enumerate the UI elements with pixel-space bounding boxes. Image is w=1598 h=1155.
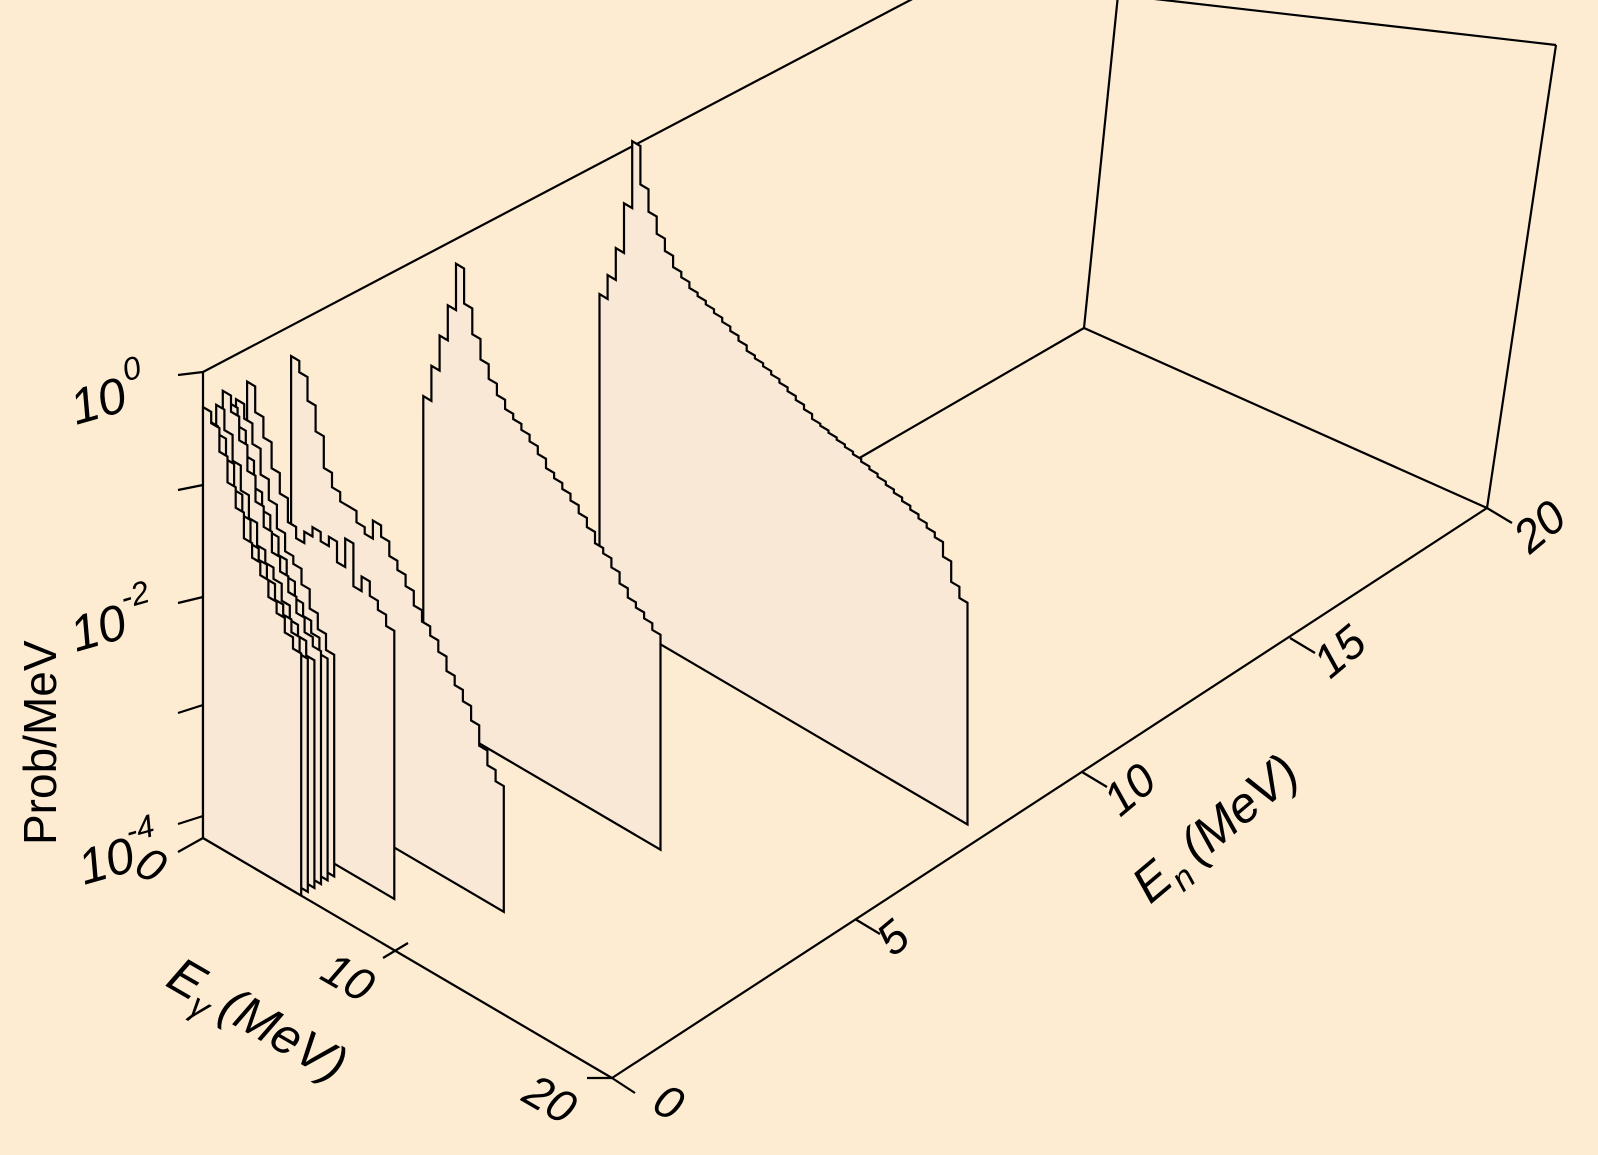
y-minor-tick bbox=[177, 483, 204, 492]
histogram-series-8 bbox=[422, 261, 662, 852]
box-edge-top-left bbox=[202, 0, 913, 373]
y-major-tick bbox=[177, 814, 204, 826]
x-tick-10 bbox=[382, 942, 409, 959]
z-tick-10 bbox=[1081, 771, 1108, 788]
histogram-series-group bbox=[201, 139, 969, 914]
box-edge-back-vertical bbox=[1082, 0, 1119, 329]
box-edge-top-right bbox=[1153, 0, 1557, 47]
x-tick-0 bbox=[177, 837, 204, 853]
box-edge-floor-right bbox=[611, 507, 1488, 1079]
x-ticks bbox=[177, 837, 612, 1080]
box-edge-floor-back-right bbox=[1083, 326, 1488, 510]
box-edge-right-vertical bbox=[1485, 44, 1558, 509]
z-tick-5 bbox=[854, 918, 881, 935]
histogram-series-0 bbox=[201, 405, 303, 898]
y-ticks bbox=[177, 370, 204, 826]
z-ticks bbox=[611, 507, 1513, 1094]
z-tick-15 bbox=[1289, 637, 1316, 654]
z-tick-20 bbox=[1486, 507, 1513, 524]
y-minor-tick bbox=[177, 703, 204, 715]
z-tick-0 bbox=[611, 1077, 636, 1094]
ytick-label-2: 10 -4 bbox=[72, 807, 159, 895]
y-major-tick bbox=[177, 370, 204, 377]
y-major-tick bbox=[177, 595, 204, 605]
histogram-series-9 bbox=[598, 139, 969, 827]
y-axis-label: Prob/MeV bbox=[14, 640, 66, 845]
